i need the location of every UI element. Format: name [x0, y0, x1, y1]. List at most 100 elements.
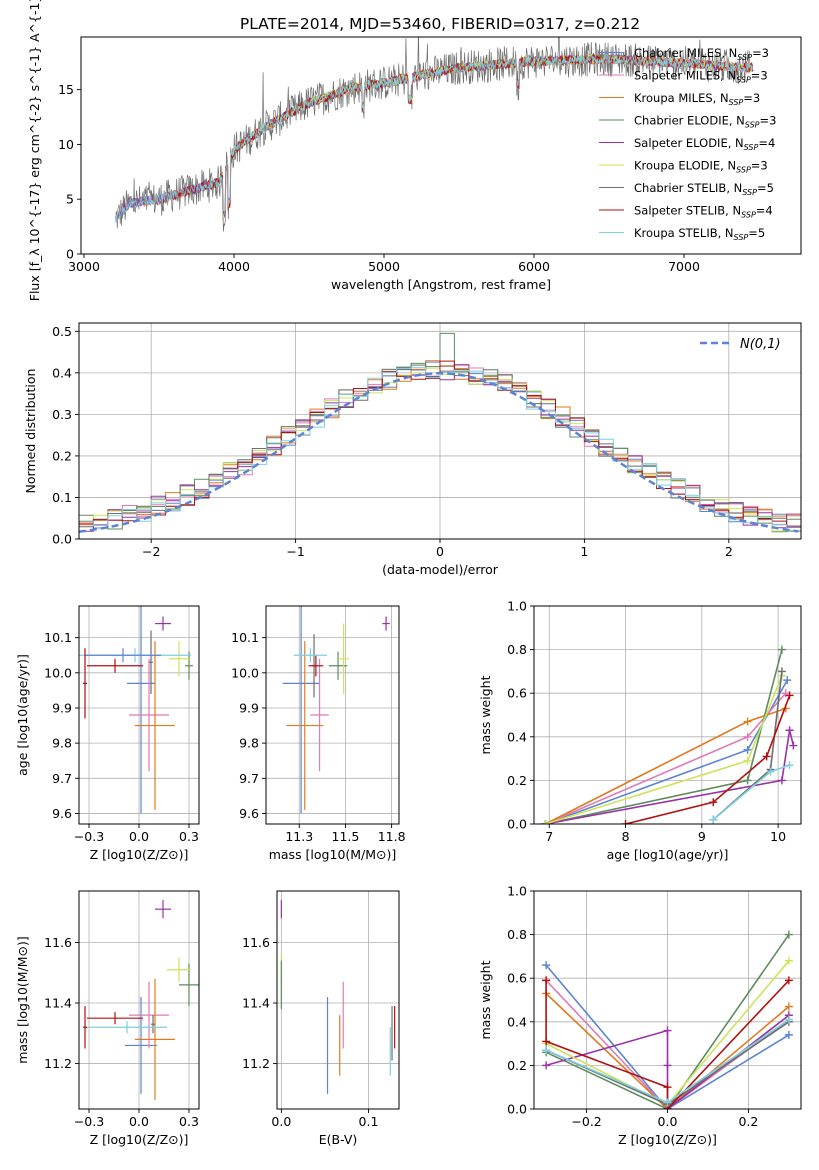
y-tick-label: 0.0 [507, 817, 527, 832]
x-tick-label: 0.0 [271, 1114, 291, 1129]
y-axis-label: Flux [f_λ 10^{-17} erg cm^{-2} s^{-1} A^… [27, 0, 42, 301]
series-line [625, 695, 791, 824]
x-axis-label: Z [log10(Z/Z⊙)] [90, 1132, 189, 1147]
y-tick-label: 10.1 [44, 630, 72, 645]
x-tick-label: −0.3 [74, 829, 104, 844]
point-marker [542, 961, 551, 970]
legend-label: N(0,1) [740, 337, 781, 352]
y-tick-label: 9.6 [239, 806, 259, 821]
y-tick-label: 0.0 [507, 1102, 527, 1117]
y-tick-label: 0.8 [507, 927, 527, 942]
axes-frame [80, 36, 802, 255]
x-axis-label: wavelength [Angstrom, rest frame] [331, 277, 551, 292]
axes-frame [276, 890, 400, 1110]
x-tick-label: 8 [622, 829, 630, 844]
point-marker [542, 1046, 551, 1055]
y-tick-label: 10.0 [44, 665, 72, 680]
point-marker [766, 767, 775, 776]
y-tick-label: 9.7 [52, 771, 72, 786]
legend-label: Chabrier MILES, NSSP=3 [634, 46, 769, 62]
series-line [545, 692, 787, 824]
x-axis-label: Z [log10(Z/Z⊙)] [618, 1132, 717, 1147]
spectrum-panel: 3000 4000 5000 6000 7000 0 5 10 15 wavelength [An… [27, 0, 802, 301]
legend-label: Kroupa STELIB, NSSP=5 [634, 226, 765, 242]
legend-label: Salpeter ELODIE, NSSP=4 [634, 136, 775, 152]
x-axis-label: age [log10(age/yr)] [607, 847, 729, 862]
point-marker [777, 645, 786, 654]
mass_weight_vs_age-panel: 7 8 9 10 0.0 0.2 0.4 0.6 0.8 1.0 age [log10(age/yr… [478, 599, 802, 862]
point-marker [663, 1083, 672, 1092]
plot-area [115, 37, 754, 232]
point-marker [784, 930, 793, 939]
point-marker [743, 776, 752, 785]
legend: Chabrier MILES, NSSP=3 Salpeter MILES, NS… [599, 46, 776, 242]
x-tick-label: 4000 [218, 259, 250, 274]
y-tick-label: 11.2 [44, 1056, 72, 1071]
mass_vs_Z-panel: −0.3 0.0 0.3 11.2 11.4 11.6 Z [log10(Z/Z⊙)] mas… [15, 890, 200, 1147]
plot-area [79, 606, 193, 814]
x-tick-label: 0.0 [658, 1114, 678, 1129]
x-tick-label: 0.3 [179, 829, 199, 844]
series-line [545, 964, 790, 1109]
age_vs_mass-panel: 11.3 11.5 11.8 9.6 9.7 9.8 9.9 10.0 10.1 mass [lo… [231, 605, 406, 862]
x-tick-label: 5000 [368, 259, 400, 274]
point-marker [777, 776, 786, 785]
point-marker [789, 741, 798, 750]
plot-area [282, 606, 390, 814]
y-tick-label: 0.5 [52, 324, 72, 339]
x-tick-label: 10 [770, 829, 786, 844]
y-axis-label: mass [log10(M/M⊙)] [15, 936, 30, 1064]
legend-label: Kroupa MILES, NSSP=3 [634, 91, 760, 107]
legend-label: Chabrier ELODIE, NSSP=3 [634, 114, 776, 130]
legend-label: Kroupa ELODIE, NSSP=3 [634, 159, 768, 175]
x-tick-label: 6000 [518, 259, 550, 274]
x-tick-label: 0.0 [129, 829, 149, 844]
point-marker [743, 732, 752, 741]
axes-frame [533, 605, 802, 825]
y-tick-label: 11.4 [242, 996, 270, 1011]
y-tick-label: 0.4 [507, 1014, 527, 1029]
y-tick-label: 1.0 [507, 884, 527, 899]
plot-area [280, 900, 396, 1094]
point-marker [709, 798, 718, 807]
y-axis-label: mass weight [478, 960, 493, 1039]
x-axis-label: E(B-V) [319, 1132, 358, 1147]
point-marker [663, 1026, 672, 1035]
y-tick-label: 9.9 [239, 700, 259, 715]
plot-area [83, 900, 199, 1100]
point-marker [743, 756, 752, 765]
x-tick-label: 0.0 [129, 1114, 149, 1129]
y-tick-label: 9.7 [239, 771, 259, 786]
point-marker [743, 745, 752, 754]
y-tick-label: 0.8 [507, 642, 527, 657]
plot-area [541, 645, 798, 824]
y-tick-label: 15 [58, 82, 74, 97]
x-tick-label: 0.2 [738, 1114, 758, 1129]
y-tick-label: 9.9 [52, 700, 72, 715]
axes-frame [265, 605, 400, 825]
point-marker [709, 815, 718, 824]
y-tick-label: 10 [58, 137, 74, 152]
x-tick-label: 11.8 [378, 829, 406, 844]
point-marker [784, 1015, 793, 1024]
y-tick-label: 10.0 [231, 665, 259, 680]
point-marker [663, 1061, 672, 1070]
point-marker [785, 726, 794, 735]
x-tick-label: 7 [545, 829, 553, 844]
x-tick-label: 0.3 [179, 1114, 199, 1129]
x-axis-label: (data-model)/error [382, 562, 499, 577]
point-marker [785, 691, 794, 700]
series-line [545, 992, 790, 1109]
mass_vs_EBV-panel: 0.0 0.1 11.2 11.4 11.6 E(B-V) [242, 890, 400, 1147]
mass_weight_vs_Z-panel: −0.2 0.0 0.2 0.0 0.2 0.4 0.6 0.8 1.0 Z [log10(Z/Z… [478, 884, 802, 1147]
point-marker [541, 820, 550, 824]
age_vs_Z-panel: −0.3 0.0 0.3 9.6 9.7 9.8 9.9 10.0 10.1 Z [log10(Z… [15, 605, 200, 862]
legend-label: Chabrier STELIB, NSSP=5 [634, 181, 774, 197]
y-tick-label: 0.2 [507, 773, 527, 788]
y-axis-label: mass weight [478, 675, 493, 754]
x-tick-label: −0.2 [571, 1114, 601, 1129]
y-tick-label: 0.2 [52, 448, 72, 463]
point-marker [777, 667, 786, 676]
